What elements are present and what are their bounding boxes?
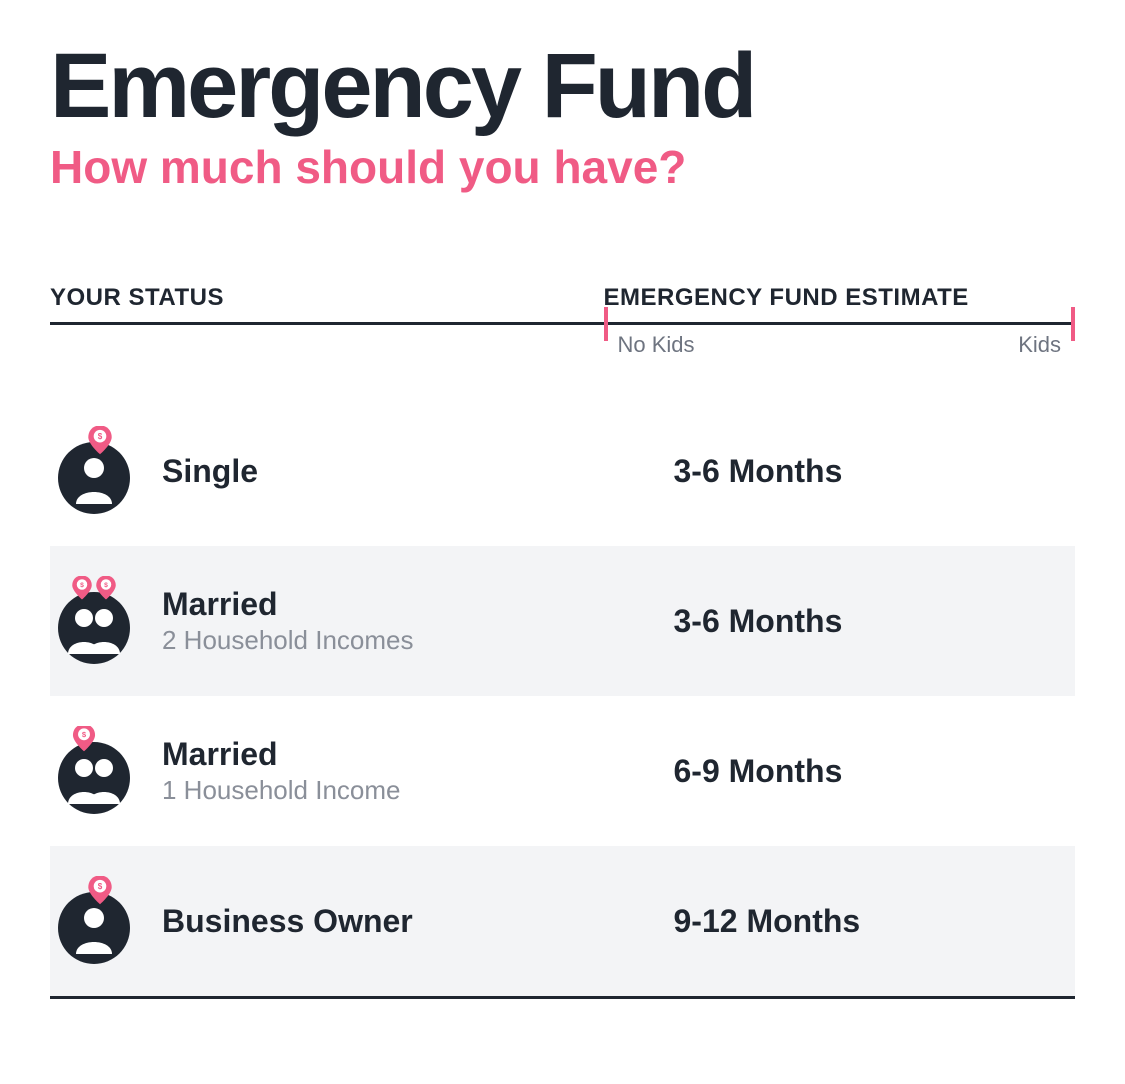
svg-text:$: $ <box>98 432 103 441</box>
estimate-value: 9-12 Months <box>604 903 1076 940</box>
table-body: $ Single3-6 Months $ $ Married2 Househol… <box>50 396 1075 996</box>
estimate-value: 6-9 Months <box>604 753 1076 790</box>
kids-scale: No Kids Kids <box>50 322 1075 356</box>
couple-icon: $ <box>54 726 134 816</box>
status-title: Single <box>162 453 258 490</box>
person-icon: $ <box>54 876 134 966</box>
estimate-value: 3-6 Months <box>604 453 1076 490</box>
svg-text:$: $ <box>98 882 103 891</box>
table-row: $ Business Owner9-12 Months <box>50 846 1075 996</box>
status-subtitle: 1 Household Income <box>162 775 400 806</box>
estimate-value: 3-6 Months <box>604 603 1076 640</box>
person-icon: $ <box>54 426 134 516</box>
status-title: Married <box>162 586 413 623</box>
status-title: Married <box>162 736 400 773</box>
status-text: Married1 Household Income <box>162 736 400 806</box>
page-title: Emergency Fund <box>50 40 1075 132</box>
scale-label-left: No Kids <box>618 332 695 358</box>
table-row: $ Single3-6 Months <box>50 396 1075 546</box>
header-status: YOUR STATUS <box>50 284 604 312</box>
table-row: $ Married1 Household Income6-9 Months <box>50 696 1075 846</box>
couple-icon: $ $ <box>54 576 134 666</box>
scale-label-right: Kids <box>1018 332 1061 358</box>
status-cell: $ Single <box>50 426 604 516</box>
svg-text:$: $ <box>104 582 108 589</box>
status-title: Business Owner <box>162 903 413 940</box>
table-row: $ $ Married2 Household Incomes3-6 Months <box>50 546 1075 696</box>
status-text: Single <box>162 453 258 490</box>
svg-text:$: $ <box>80 582 84 589</box>
footer-divider <box>50 996 1075 999</box>
status-cell: $ Business Owner <box>50 876 604 966</box>
page-subtitle: How much should you have? <box>50 140 1075 194</box>
status-text: Married2 Household Incomes <box>162 586 413 656</box>
status-subtitle: 2 Household Incomes <box>162 625 413 656</box>
status-cell: $ $ Married2 Household Incomes <box>50 576 604 666</box>
status-text: Business Owner <box>162 903 413 940</box>
status-cell: $ Married1 Household Income <box>50 726 604 816</box>
